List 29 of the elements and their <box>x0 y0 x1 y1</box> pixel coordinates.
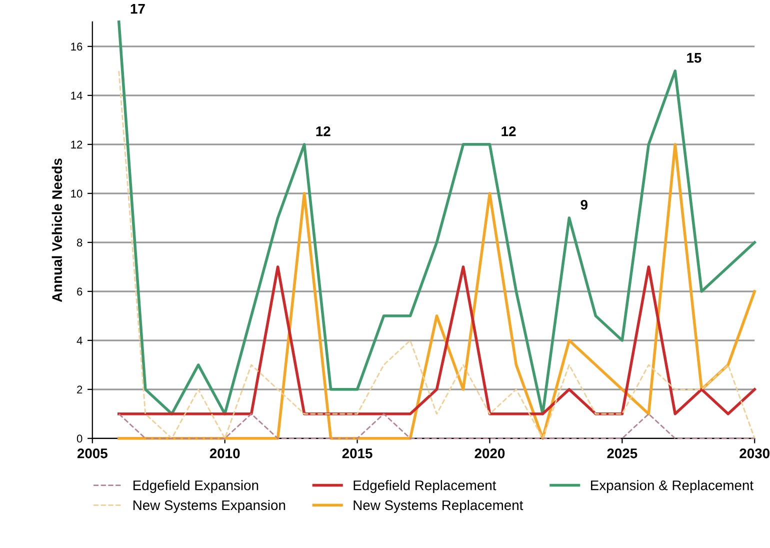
legend-label: New Systems Replacement <box>354 500 524 513</box>
y-tick-label: 0 <box>76 434 82 443</box>
line-series <box>118 70 756 440</box>
annotation: 12 <box>316 126 330 136</box>
y-tick-label: 10 <box>71 190 82 198</box>
x-tick-label: 2030 <box>740 448 770 458</box>
y-tick-label: 14 <box>71 92 82 100</box>
annotation: 9 <box>580 200 588 210</box>
x-tick-label: 2015 <box>342 448 372 458</box>
legend-label: Edgefield Replacement <box>354 480 496 493</box>
annotation: 17 <box>130 4 145 14</box>
y-axis-title: Annual Vehicle Needs <box>52 158 62 302</box>
y-tick-label: 6 <box>77 288 82 296</box>
x-tick-label: 2005 <box>77 448 108 458</box>
x-tick-label: 2025 <box>607 448 638 458</box>
y-tick-label: 12 <box>71 140 82 148</box>
legend-label: Expansion & Replacement <box>591 480 754 493</box>
annotation: 12 <box>502 126 516 136</box>
x-tick-label: 2020 <box>474 448 505 458</box>
y-tick-label: 16 <box>71 42 82 51</box>
y-tick-label: 2 <box>77 386 82 394</box>
legend-label: New Systems Expansion <box>133 500 286 513</box>
line-series <box>118 20 756 416</box>
x-tick-label: 2010 <box>210 448 240 458</box>
y-tick-label: 4 <box>76 336 82 344</box>
y-tick-label: 8 <box>76 238 82 247</box>
legend-label: Edgefield Expansion <box>133 480 258 493</box>
annotation: 15 <box>687 53 702 63</box>
line-series <box>118 143 756 440</box>
